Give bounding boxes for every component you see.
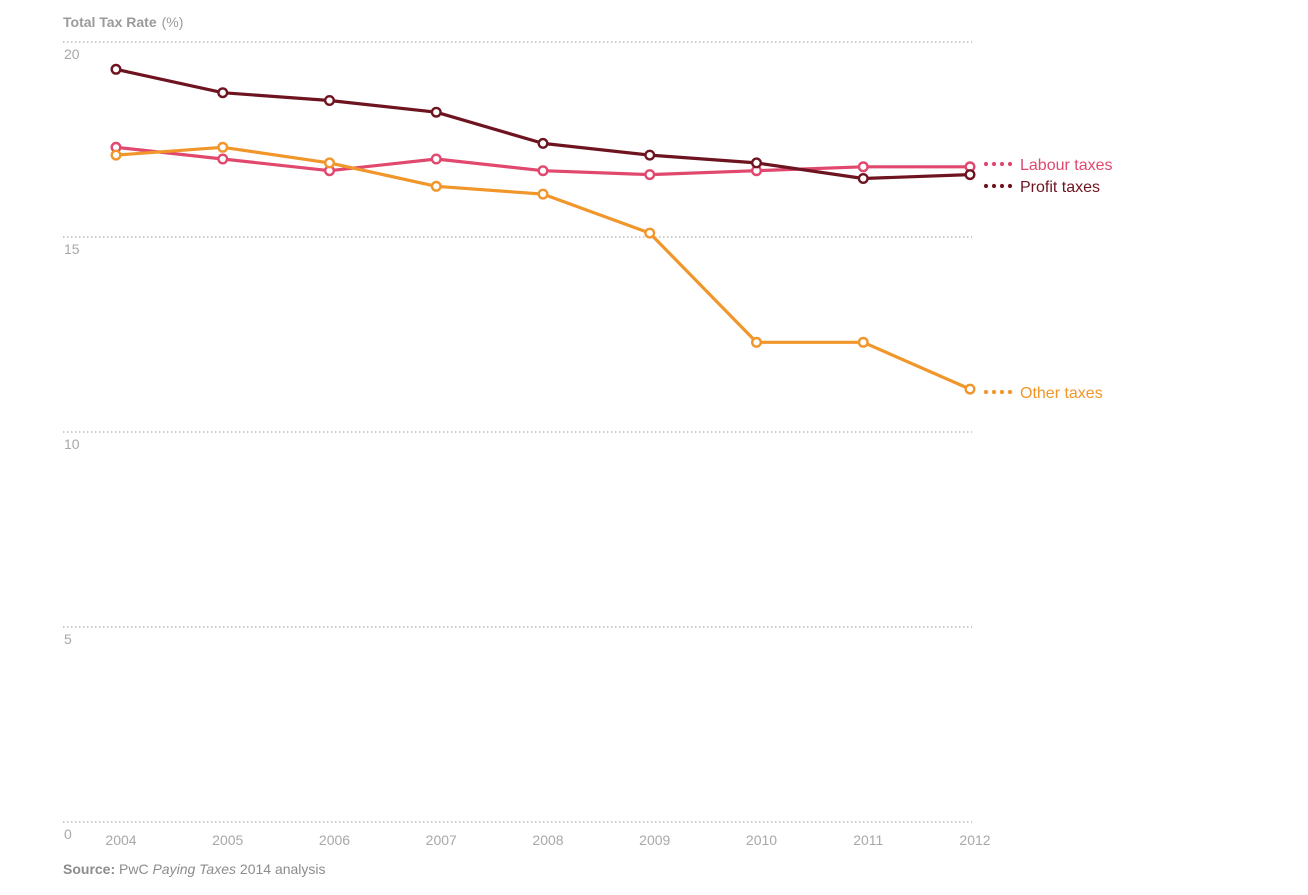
x-tick-2007: 2007	[426, 832, 457, 848]
legend-dot-other-taxes-3	[1007, 389, 1013, 395]
labour-taxes-point-2005	[217, 153, 229, 165]
legend-dot-labour-taxes-2	[999, 161, 1005, 167]
labour-taxes-point-2011	[857, 161, 869, 173]
x-tick-2011: 2011	[853, 832, 883, 848]
legend-item-labour-taxes: Labour taxes	[983, 157, 1113, 174]
x-tick-2010: 2010	[746, 832, 777, 848]
x-tick-2009: 2009	[639, 832, 670, 848]
profit-taxes-point-2009	[644, 149, 656, 161]
other-taxes-point-2011	[857, 336, 869, 348]
labour-taxes-point-2009	[644, 169, 656, 181]
x-tick-2005: 2005	[212, 832, 243, 848]
x-tick-2012: 2012	[959, 832, 990, 848]
y-tick-labels: 0 5 10 15 20	[64, 46, 80, 842]
y-tick-15: 15	[64, 241, 80, 257]
legend-label-other-taxes: Other taxes	[1020, 385, 1103, 402]
other-taxes-point-2009	[644, 227, 656, 239]
series-other-taxes	[110, 141, 976, 395]
legend-label-profit-taxes: Profit taxes	[1020, 179, 1100, 196]
profit-taxes-point-2006	[324, 94, 336, 106]
legend-dot-profit-taxes-1	[991, 183, 997, 189]
x-tick-2006: 2006	[319, 832, 350, 848]
legend-item-other-taxes: Other taxes	[983, 385, 1103, 402]
profit-taxes-point-2012	[964, 169, 976, 181]
profit-taxes-point-2011	[857, 172, 869, 184]
legend-dot-labour-taxes-1	[991, 161, 997, 167]
labour-taxes-point-2008	[537, 165, 549, 177]
profit-taxes-point-2004	[110, 63, 122, 75]
gridlines	[63, 41, 972, 823]
legend-item-profit-taxes: Profit taxes	[983, 179, 1100, 196]
legend-dot-labour-taxes-0	[983, 161, 989, 167]
profit-taxes-point-2010	[751, 157, 763, 169]
y-tick-20: 20	[64, 46, 80, 62]
legend-dot-labour-taxes-3	[1007, 161, 1013, 167]
other-taxes-point-2005	[217, 141, 229, 153]
series-profit-taxes	[110, 63, 976, 184]
legend-dot-profit-taxes-3	[1007, 183, 1013, 189]
y-tick-5: 5	[64, 631, 72, 647]
y-axis-title-main: Total Tax Rate	[63, 14, 157, 30]
source-note: Source: PwC Paying Taxes 2014 analysis	[63, 861, 326, 877]
other-taxes-point-2008	[537, 188, 549, 200]
labour-taxes-point-2007	[430, 153, 442, 165]
series-lines	[110, 63, 976, 395]
source-title: Paying Taxes	[152, 861, 237, 877]
x-tick-2004: 2004	[105, 832, 136, 848]
x-tick-2008: 2008	[532, 832, 563, 848]
legend-dot-profit-taxes-2	[999, 183, 1005, 189]
source-publisher: PwC	[119, 861, 149, 877]
y-tick-10: 10	[64, 436, 80, 452]
legend: Labour taxes Profit taxes Other taxes	[983, 157, 1113, 402]
other-taxes-point-2007	[430, 180, 442, 192]
source-label: Source:	[63, 861, 116, 877]
y-axis-title-unit: (%)	[162, 14, 184, 30]
legend-label-labour-taxes: Labour taxes	[1020, 157, 1113, 174]
other-taxes-line	[114, 145, 972, 391]
legend-dot-profit-taxes-0	[983, 183, 989, 189]
legend-dot-other-taxes-2	[999, 389, 1005, 395]
legend-dot-other-taxes-1	[991, 389, 997, 395]
other-taxes-point-2004	[110, 149, 122, 161]
legend-dot-other-taxes-0	[983, 389, 989, 395]
x-tick-labels: 2004 2005 2006 2007 2008 2009 2010 2011 2012	[105, 832, 990, 848]
profit-taxes-point-2007	[430, 106, 442, 118]
other-taxes-point-2006	[324, 157, 336, 169]
other-taxes-point-2012	[964, 383, 976, 395]
y-tick-0: 0	[64, 826, 72, 842]
other-taxes-point-2010	[751, 336, 763, 348]
profit-taxes-point-2008	[537, 137, 549, 149]
y-axis-title: Total Tax Rate (%)	[63, 14, 183, 30]
profit-taxes-point-2005	[217, 87, 229, 99]
source-suffix: 2014 analysis	[239, 861, 326, 877]
